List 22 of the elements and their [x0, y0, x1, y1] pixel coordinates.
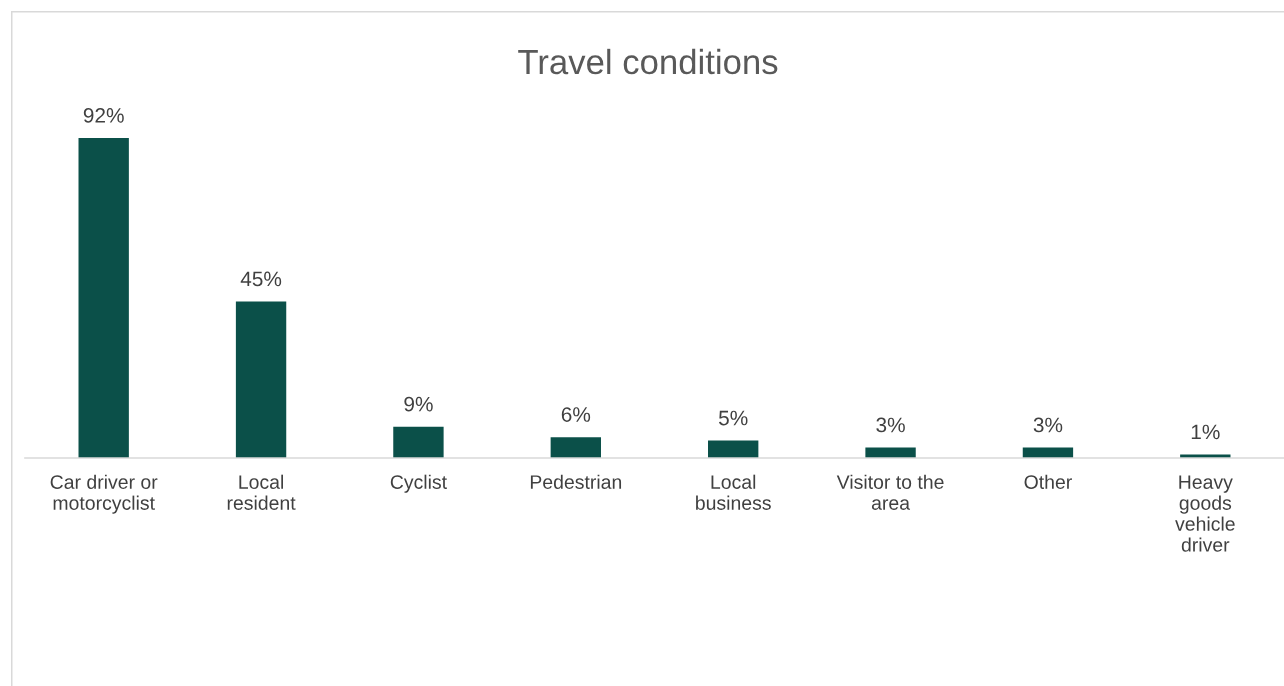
x-tick-label: Local business [696, 474, 771, 510]
bar [393, 426, 444, 458]
data-label: 5% [718, 410, 748, 426]
x-tick-label: Cyclist [390, 474, 447, 493]
data-label: 1% [1191, 424, 1220, 440]
x-tick-label: Visitor to the area [836, 474, 944, 510]
data-label: 92% [83, 108, 124, 123]
data-label: 3% [876, 417, 905, 433]
x-tick-label: Car driver or motorcyclist [50, 474, 158, 514]
x-tick-label: Pedestrian [530, 474, 622, 489]
x-tick-label: Other [1024, 474, 1072, 489]
bar [708, 440, 759, 458]
bar [550, 437, 601, 458]
chart-title: Travel conditions [518, 48, 778, 75]
data-label: 45% [240, 271, 282, 287]
x-tick-label: Local resident [227, 474, 296, 510]
bar [78, 138, 129, 458]
data-label: 3% [1033, 417, 1063, 433]
data-label: 6% [561, 407, 591, 422]
data-label: 9% [404, 396, 433, 412]
x-tick-label: Heavy goods vehicle driver [1175, 475, 1235, 552]
bar [235, 301, 287, 458]
